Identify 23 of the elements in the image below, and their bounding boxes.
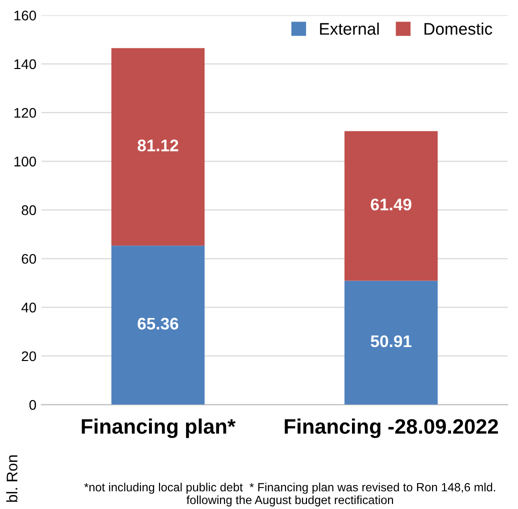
text: *not including local public debt * Financing plan was revised to Ron 148,6 mld. following the August budget rectification (84, 482, 496, 506)
y-tick-label: 60 (22, 254, 36, 264)
legend-label: Domestic (424, 22, 492, 35)
y-tick-label: 80 (22, 205, 36, 216)
y-tick-label: 160 (14, 10, 36, 20)
y-tick-label: 120 (14, 108, 36, 118)
bar (111, 48, 205, 246)
y-tick-label: 20 (22, 351, 36, 362)
y-tick-label: 40 (21, 302, 36, 312)
bar (111, 246, 205, 405)
legend-label: External (320, 22, 379, 35)
data-label: 50.91 (370, 335, 412, 348)
x-tick-label: Financing -28.09.2022 (284, 418, 498, 438)
y-tick-label: 0 (29, 400, 36, 410)
y-axis-title: bl. Ron (6, 455, 18, 502)
bar (344, 131, 438, 281)
y-tick-label: 100 (14, 156, 36, 166)
bar (344, 280, 438, 405)
y-tick-label: 140 (14, 59, 36, 70)
data-label: 61.49 (370, 198, 412, 210)
x-tick-label: Financing plan* (82, 418, 236, 438)
data-label: 81.12 (138, 140, 178, 152)
data-label: 65.36 (138, 318, 178, 330)
